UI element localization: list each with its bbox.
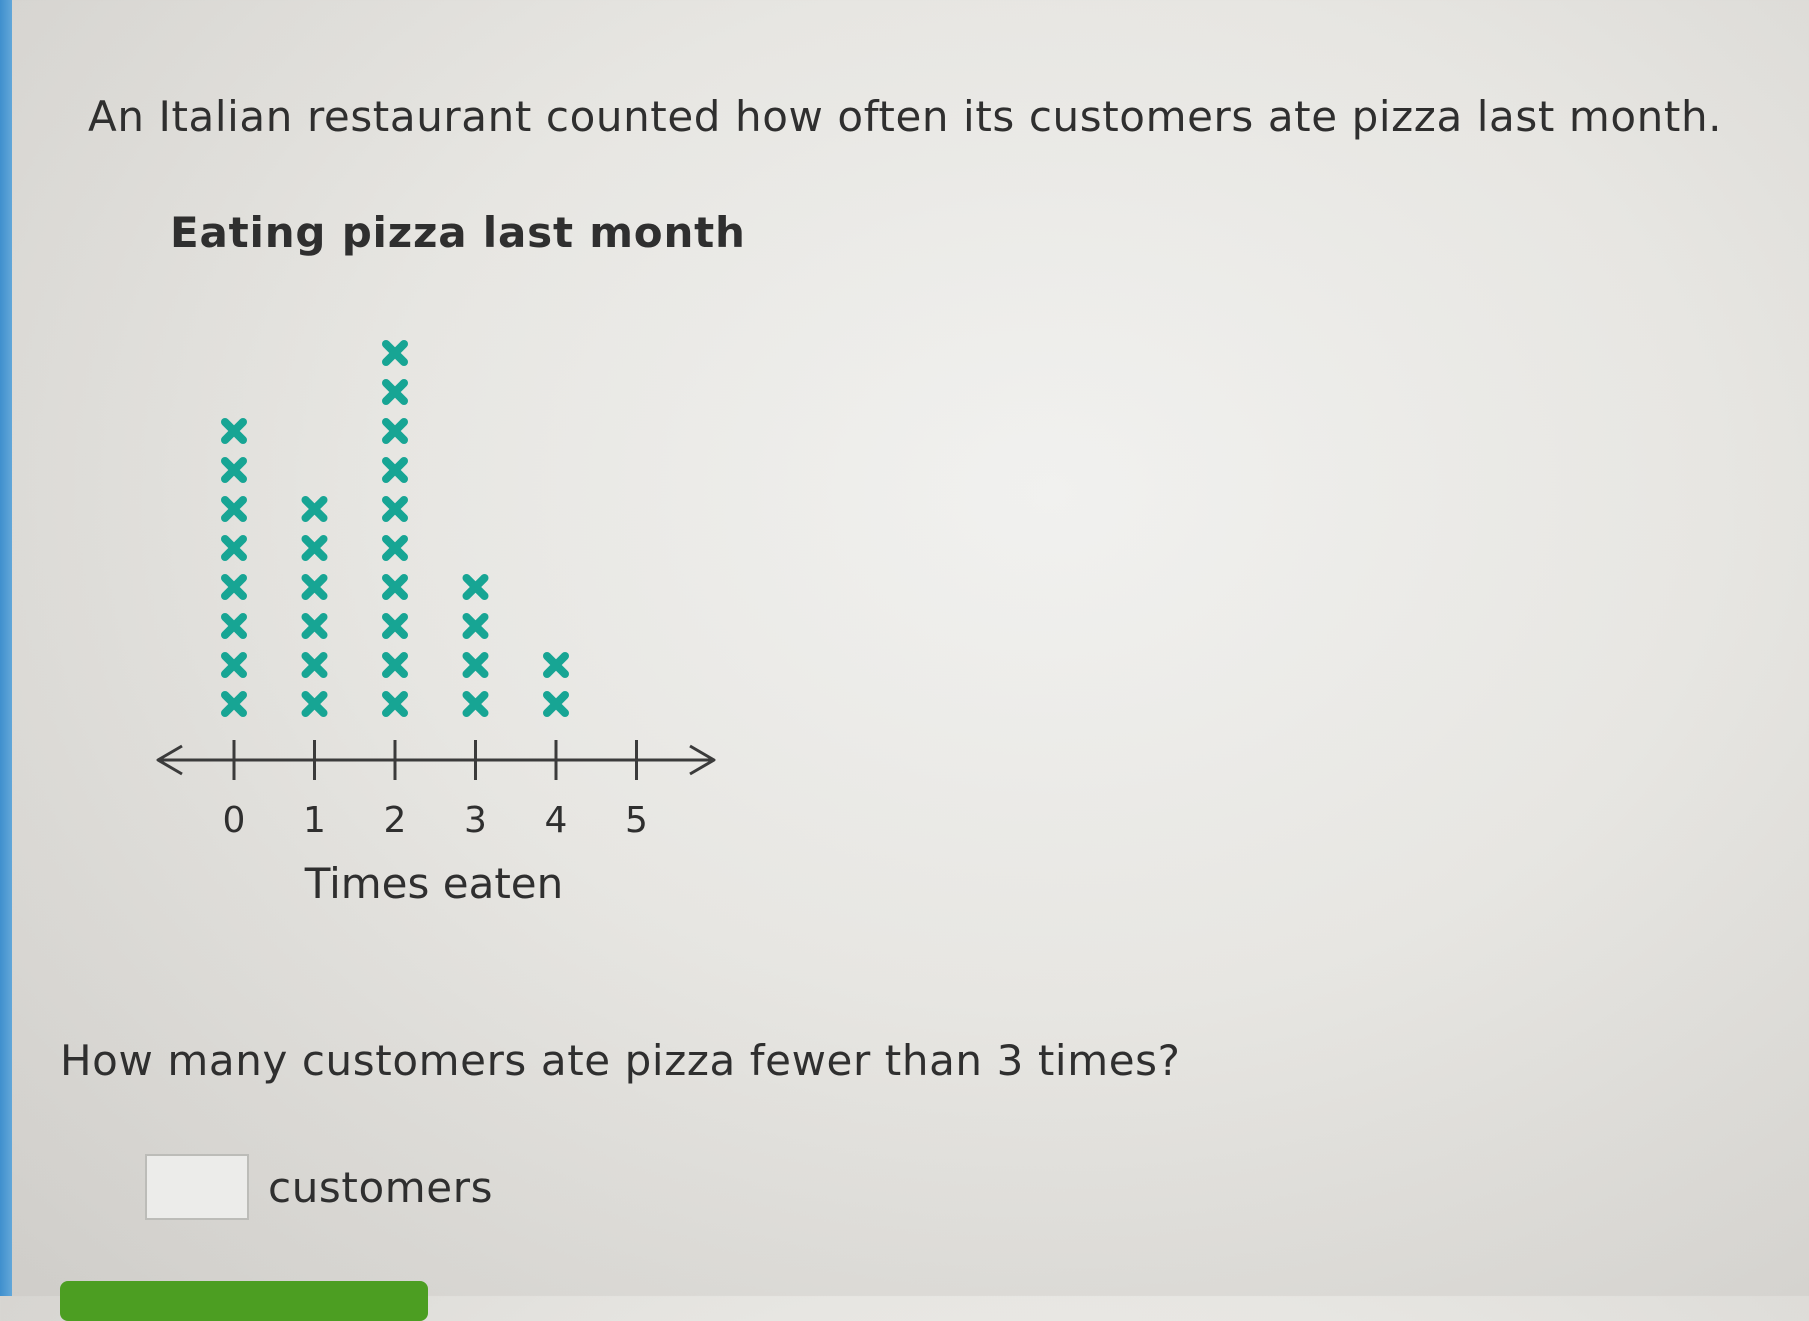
x-marker [462, 613, 489, 639]
x-marker [382, 535, 408, 561]
x-marker [221, 691, 247, 717]
x-marker [221, 496, 247, 522]
question-prompt: How many customers ate pizza fewer than … [60, 1036, 1181, 1085]
x-marker [382, 379, 408, 405]
left-accent-bar [0, 0, 12, 1296]
x-marker [221, 613, 247, 639]
x-marker [382, 340, 408, 366]
answer-input[interactable] [145, 1154, 249, 1220]
axis-arrow-right [689, 744, 716, 776]
tick-label-4: 4 [545, 800, 568, 841]
line-plot-chart: 0 1 2 3 4 5 Times eaten [156, 340, 716, 908]
x-marker [301, 652, 328, 678]
x-marker [221, 418, 247, 444]
x-marker [301, 613, 328, 639]
answer-unit-label: customers [268, 1163, 494, 1212]
x-marker [543, 652, 569, 678]
tick-labels: 0 1 2 3 4 5 [223, 800, 648, 841]
x-marker [301, 496, 328, 522]
x-marker [221, 457, 247, 483]
chart-title: Eating pizza last month [170, 208, 746, 257]
axis-arrow-left [156, 744, 183, 776]
x-marker [382, 574, 408, 600]
x-marker [462, 574, 489, 600]
x-marker [382, 418, 408, 444]
x-marker [382, 496, 408, 522]
question-intro: An Italian restaurant counted how often … [88, 92, 1723, 141]
x-marker [301, 691, 328, 717]
x-marker [221, 652, 247, 678]
data-markers [221, 340, 569, 717]
x-marker [382, 691, 408, 717]
axis-ticks [232, 740, 638, 780]
tick-label-5: 5 [625, 800, 648, 841]
tick-label-0: 0 [223, 800, 246, 841]
x-marker [382, 457, 408, 483]
x-marker [301, 535, 328, 561]
x-marker [462, 691, 489, 717]
tick-label-2: 2 [384, 800, 407, 841]
x-marker [382, 613, 408, 639]
number-line [156, 744, 716, 776]
tick-label-3: 3 [464, 800, 487, 841]
x-marker [382, 652, 408, 678]
x-marker [543, 691, 569, 717]
x-marker [462, 652, 489, 678]
tick-label-1: 1 [303, 800, 326, 841]
x-marker [221, 574, 247, 600]
x-axis-label: Times eaten [304, 859, 564, 908]
x-marker [301, 574, 328, 600]
submit-button[interactable] [60, 1281, 428, 1321]
x-marker [221, 535, 247, 561]
